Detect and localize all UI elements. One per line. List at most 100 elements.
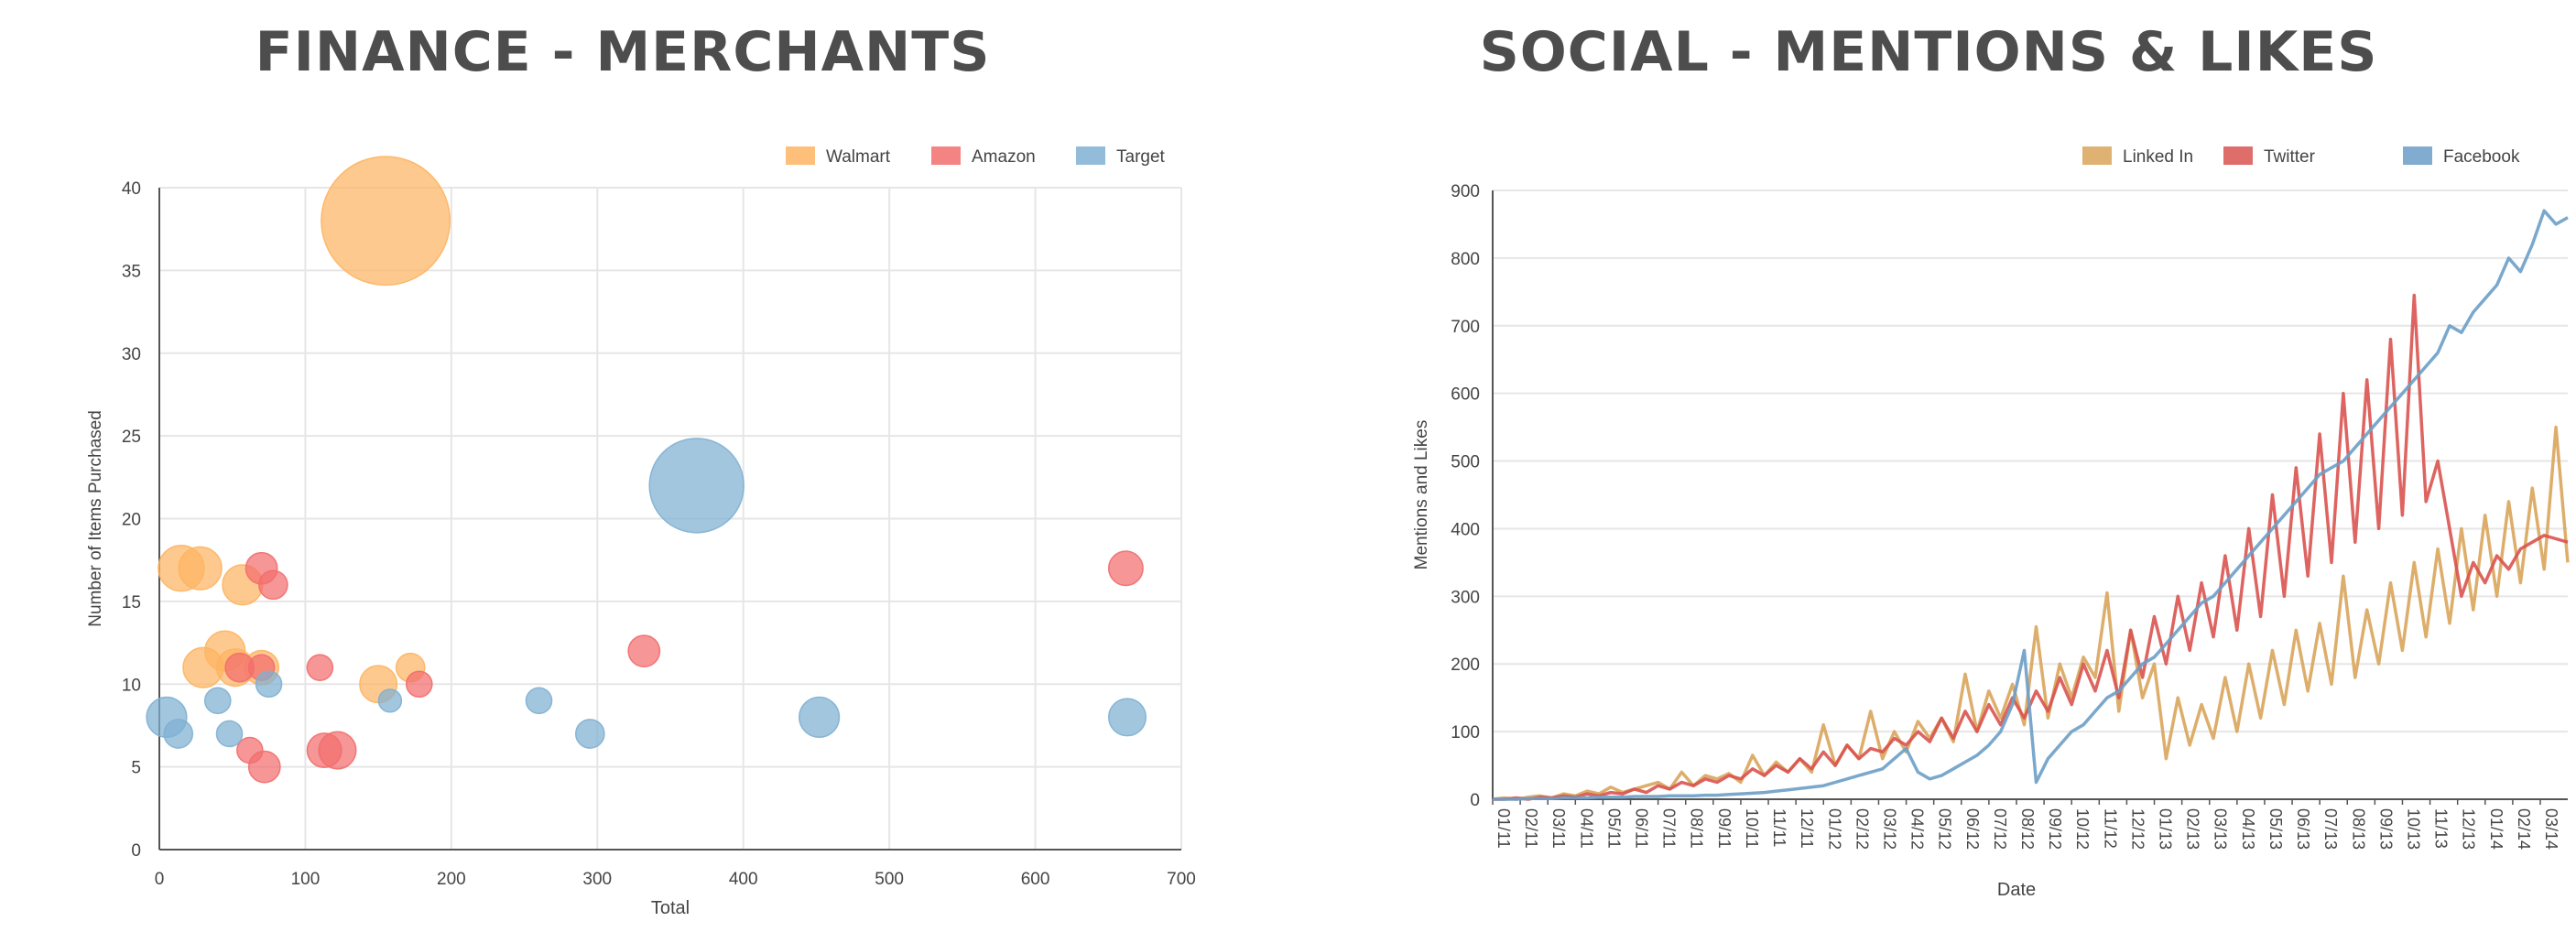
bubble-amazon xyxy=(258,569,288,601)
x-tick-label: 05/11 xyxy=(1604,808,1623,849)
x-tick-label: 12/11 xyxy=(1798,808,1816,849)
x-tick-label: 08/11 xyxy=(1688,808,1706,849)
x-tick-label: 700 xyxy=(1167,870,1196,889)
x-axis-label: Date xyxy=(1997,880,2036,900)
x-tick-label: 11/11 xyxy=(1770,808,1788,847)
x-tick-label: 400 xyxy=(729,870,758,889)
social-mentions-panel: SOCIAL - MENTIONS & LIKES 0 100 200 300 400 5… xyxy=(1288,0,2576,932)
x-tick-label: 0 xyxy=(155,870,165,889)
legend-swatch-facebook xyxy=(2403,146,2432,165)
x-tick-label: 11/13 xyxy=(2432,808,2451,849)
y-tick-label: 35 xyxy=(122,262,141,281)
bubble-target xyxy=(525,687,553,715)
series-line-linked-in xyxy=(1492,425,2570,801)
social-chart-title: SOCIAL - MENTIONS & LIKES xyxy=(1479,20,2378,84)
y-tick-label: 900 xyxy=(1451,182,1480,201)
x-tick-label: 06/12 xyxy=(1963,808,1982,850)
x-tick-label: 07/13 xyxy=(2321,808,2340,850)
y-tick-label: 25 xyxy=(122,428,141,447)
y-tick-label: 300 xyxy=(1451,588,1480,607)
x-tick-label: 07/11 xyxy=(1660,808,1679,849)
bubble-target xyxy=(574,719,605,749)
x-tick-label: 10/11 xyxy=(1743,808,1761,849)
bubble-target xyxy=(215,720,244,748)
legend-label-target: Target xyxy=(1116,147,1166,167)
x-tick-label: 01/11 xyxy=(1495,808,1513,849)
bubble-legend: Walmart Amazon Target xyxy=(786,146,1166,167)
bubble-target xyxy=(648,438,745,534)
y-tick-label: 15 xyxy=(122,593,141,612)
x-tick-label: 09/11 xyxy=(1715,808,1734,849)
bubble-target xyxy=(799,696,841,738)
legend-swatch-twitter xyxy=(2223,146,2253,165)
line-legend: Linked In Twitter Facebook xyxy=(2082,146,2520,167)
y-tick-label: 800 xyxy=(1451,250,1480,269)
legend-label-walmart: Walmart xyxy=(826,147,891,167)
y-tick-label: 700 xyxy=(1451,318,1480,337)
x-tick-label: 03/13 xyxy=(2212,808,2230,850)
x-tick-label: 02/11 xyxy=(1522,808,1540,849)
x-tick-label: 09/13 xyxy=(2376,808,2395,850)
bubble-amazon xyxy=(318,731,357,770)
bubble-points xyxy=(146,156,1147,784)
y-tick-label: 0 xyxy=(131,841,141,861)
x-axis-label: Total xyxy=(651,898,690,918)
bubble-walmart xyxy=(178,546,223,591)
bubble-amazon xyxy=(405,670,433,699)
bubble-target xyxy=(203,687,232,715)
x-tick-label: 12/12 xyxy=(2128,808,2147,850)
finance-merchants-panel: FINANCE - MERCHANTS 0 5 10 15 20 25 30 35 40 0 100… xyxy=(86,20,1196,918)
bubble-amazon xyxy=(627,634,661,668)
x-tick-label: 05/13 xyxy=(2266,808,2285,850)
x-tick-label: 10/13 xyxy=(2404,808,2422,850)
x-tick-label: 04/11 xyxy=(1577,808,1595,849)
y-tick-label: 5 xyxy=(131,759,141,778)
bubble-amazon xyxy=(247,750,281,784)
x-tick-label: 08/13 xyxy=(2349,808,2367,850)
bubble-amazon xyxy=(1107,550,1144,587)
x-tick-label: 04/12 xyxy=(1908,808,1927,850)
y-tick-label: 40 xyxy=(122,179,141,199)
x-tick-label: 01/14 xyxy=(2487,808,2505,850)
y-tick-label: 400 xyxy=(1451,520,1480,539)
legend-swatch-walmart xyxy=(786,146,815,165)
bubble-walmart xyxy=(321,156,451,287)
y-tick-label: 100 xyxy=(1451,723,1480,742)
x-tick-label: 02/14 xyxy=(2515,808,2533,850)
x-tick-label: 11/12 xyxy=(2101,808,2119,849)
x-tick-label: 06/13 xyxy=(2294,808,2312,850)
legend-swatch-target xyxy=(1076,146,1105,165)
y-axis-label: Mentions and Likes xyxy=(1412,420,1431,570)
y-tick-label: 20 xyxy=(122,511,141,530)
x-tick-label: 500 xyxy=(875,870,904,889)
x-tick-label: 01/12 xyxy=(1825,808,1843,850)
bubble-target xyxy=(163,719,194,749)
x-tick-label: 05/12 xyxy=(1936,808,1954,850)
x-tick-label: 600 xyxy=(1021,870,1050,889)
bubble-target xyxy=(377,688,403,713)
x-tick-label: 100 xyxy=(291,870,321,889)
legend-swatch-amazon xyxy=(931,146,961,165)
legend-label-linked-in: Linked In xyxy=(2123,147,2193,167)
finance-chart-title: FINANCE - MERCHANTS xyxy=(255,20,991,84)
y-tick-label: 500 xyxy=(1451,453,1480,472)
x-tick-label: 03/14 xyxy=(2542,808,2560,850)
x-tick-label: 08/12 xyxy=(2018,808,2037,850)
x-tick-label: 300 xyxy=(582,870,612,889)
x-tick-label: 200 xyxy=(437,870,466,889)
legend-label-twitter: Twitter xyxy=(2264,147,2316,167)
line-series xyxy=(1492,209,2570,801)
x-tick-label: 04/13 xyxy=(2239,808,2257,850)
y-tick-label: 30 xyxy=(122,345,141,364)
x-tick-label: 03/11 xyxy=(1549,808,1568,849)
series-line-facebook xyxy=(1493,209,2569,801)
y-tick-label: 0 xyxy=(1470,791,1480,810)
x-tick-label: 10/12 xyxy=(2073,808,2092,850)
social-line-chart: 0 100 200 300 400 500 600 700 800 900 01/11 02/11 03… xyxy=(1412,146,2570,900)
x-tick-label: 06/11 xyxy=(1633,808,1651,849)
legend-label-amazon: Amazon xyxy=(972,147,1036,167)
x-tick-label: 02/12 xyxy=(1853,808,1871,850)
legend-swatch-linked-in xyxy=(2082,146,2112,165)
x-tick-label: 03/12 xyxy=(1880,808,1898,850)
